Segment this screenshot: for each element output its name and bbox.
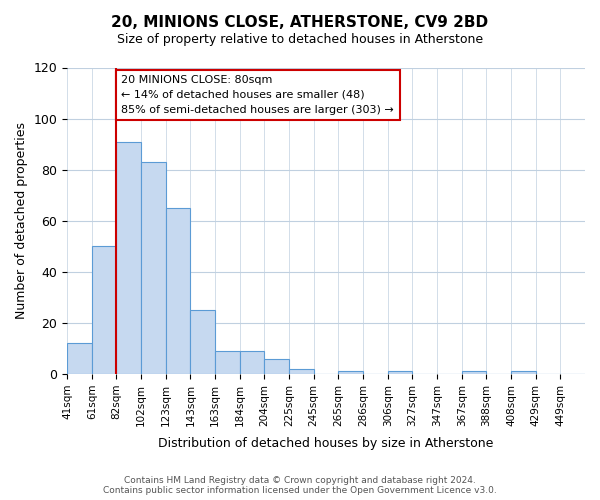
- Bar: [240, 351, 265, 374]
- Bar: [338, 372, 363, 374]
- Bar: [190, 310, 215, 374]
- Y-axis label: Number of detached properties: Number of detached properties: [15, 122, 28, 320]
- Bar: [215, 351, 240, 374]
- Text: 20, MINIONS CLOSE, ATHERSTONE, CV9 2BD: 20, MINIONS CLOSE, ATHERSTONE, CV9 2BD: [112, 15, 488, 30]
- X-axis label: Distribution of detached houses by size in Atherstone: Distribution of detached houses by size …: [158, 437, 494, 450]
- Bar: [289, 369, 314, 374]
- Bar: [116, 142, 141, 374]
- Text: 20 MINIONS CLOSE: 80sqm
← 14% of detached houses are smaller (48)
85% of semi-de: 20 MINIONS CLOSE: 80sqm ← 14% of detache…: [121, 75, 394, 115]
- Bar: [92, 246, 116, 374]
- Text: Contains HM Land Registry data © Crown copyright and database right 2024.
Contai: Contains HM Land Registry data © Crown c…: [103, 476, 497, 495]
- Text: Size of property relative to detached houses in Atherstone: Size of property relative to detached ho…: [117, 32, 483, 46]
- Bar: [166, 208, 190, 374]
- Bar: [511, 372, 536, 374]
- Bar: [141, 162, 166, 374]
- Bar: [462, 372, 487, 374]
- Bar: [67, 344, 92, 374]
- Bar: [388, 372, 412, 374]
- Bar: [265, 358, 289, 374]
